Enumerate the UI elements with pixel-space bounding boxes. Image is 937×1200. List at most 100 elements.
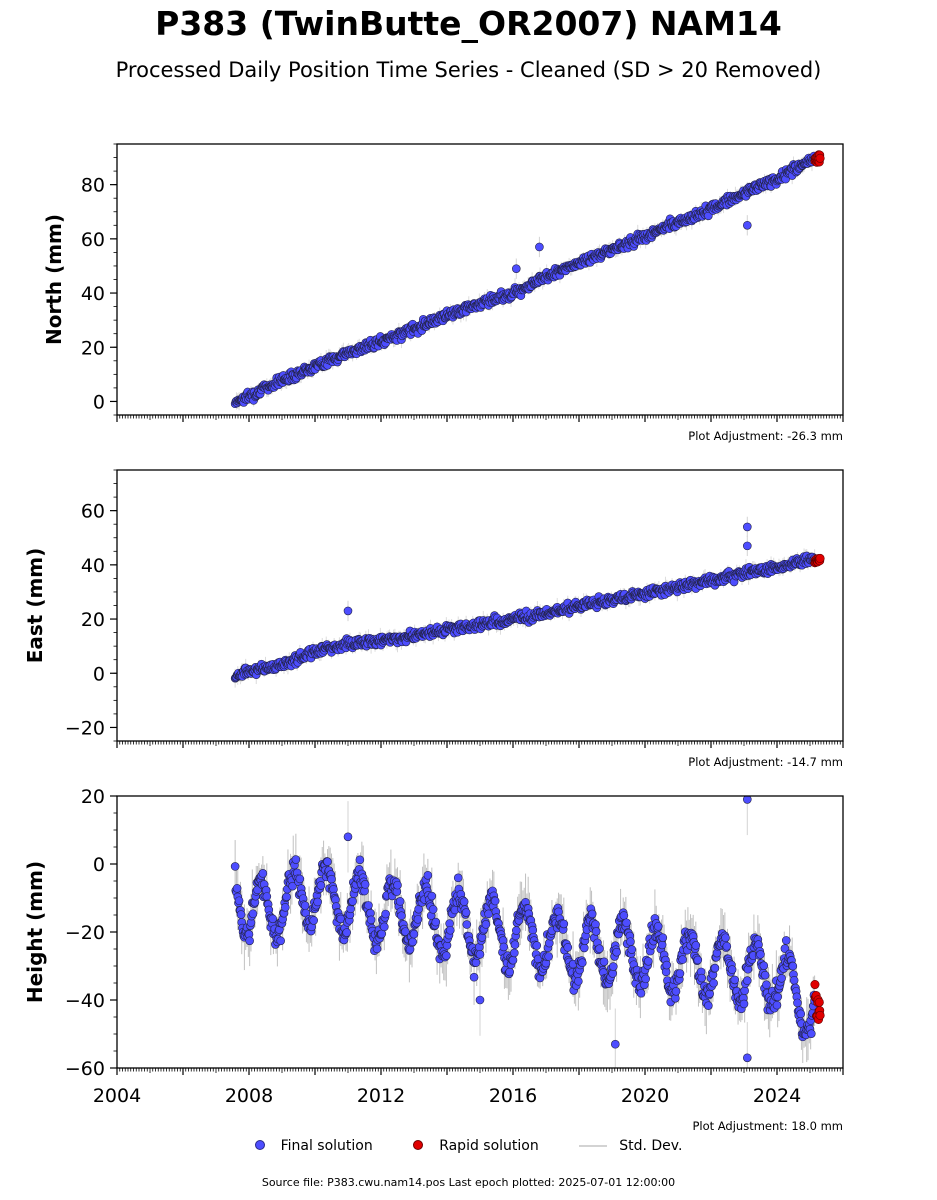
final-point <box>759 961 769 970</box>
final-point <box>626 937 635 946</box>
final-point <box>740 986 749 996</box>
x-tick-label: 2012 <box>357 1085 405 1107</box>
legend-rapid-label: Rapid solution <box>439 1138 539 1154</box>
final-point <box>258 869 268 878</box>
y-tick-label: −20 <box>65 922 105 944</box>
x-tick-label: 2020 <box>621 1085 669 1107</box>
final-point <box>499 942 509 952</box>
final-point <box>428 905 438 914</box>
final-point <box>508 955 518 965</box>
legend-final-label: Final solution <box>280 1138 373 1154</box>
final-point <box>610 1039 620 1049</box>
final-point <box>462 920 472 929</box>
y-axis-label: Height (mm) <box>23 861 47 1003</box>
final-point <box>393 880 402 890</box>
final-point <box>423 870 433 880</box>
final-point <box>505 967 515 977</box>
final-point <box>291 855 301 864</box>
final-point <box>409 929 419 939</box>
legend: Final solution Rapid solution Std. Dev. <box>0 1138 937 1154</box>
final-point <box>461 908 471 917</box>
final-point <box>360 880 370 889</box>
final-point <box>276 936 285 946</box>
final-point <box>697 973 707 983</box>
final-point <box>248 909 258 919</box>
final-point <box>262 892 272 901</box>
y-tick-label: 0 <box>93 854 105 876</box>
rapid-point <box>815 153 825 163</box>
final-point <box>742 1053 752 1063</box>
final-point <box>234 896 244 906</box>
panel-1: 0 20 40 60 80 North (mm) Plot Adjustment: -26.… <box>42 143 844 443</box>
final-point <box>484 909 493 919</box>
final-point <box>379 922 389 932</box>
final-point <box>739 999 749 1009</box>
final-point <box>408 937 417 947</box>
final-point <box>366 915 376 925</box>
y-tick-label: 80 <box>81 175 105 197</box>
final-point <box>691 941 701 950</box>
final-point <box>510 948 519 958</box>
y-tick-label: 60 <box>81 501 105 523</box>
final-point <box>343 832 353 842</box>
final-point <box>282 892 291 902</box>
final-point <box>481 920 491 929</box>
y-tick-label: 0 <box>93 391 105 413</box>
source-note: Source file: P383.cwu.nam14.pos Last epo… <box>261 1176 676 1189</box>
final-marker-icon <box>254 1140 265 1150</box>
final-point <box>327 874 336 884</box>
x-tick-label: 2008 <box>225 1085 273 1107</box>
rapid-point <box>814 997 824 1007</box>
final-point <box>574 976 583 986</box>
final-point <box>653 922 663 931</box>
final-point <box>657 940 667 950</box>
plot-adjustment-note: Plot Adjustment: 18.0 mm <box>692 1119 843 1133</box>
final-point <box>579 943 589 953</box>
final-point <box>300 901 310 910</box>
y-tick-label: −20 <box>65 717 105 739</box>
rapid-marker-icon <box>413 1140 424 1150</box>
final-point <box>431 917 441 927</box>
final-point <box>280 903 290 912</box>
final-point <box>773 992 782 1002</box>
legend-std: Std. Dev. <box>579 1138 682 1154</box>
final-point <box>742 522 752 532</box>
std-line-icon <box>579 1145 608 1147</box>
final-point <box>662 960 672 970</box>
plot-adjustment-note: Plot Adjustment: -14.7 mm <box>688 755 843 769</box>
x-tick-label: 2016 <box>489 1085 537 1107</box>
legend-std-label: Std. Dev. <box>619 1138 683 1154</box>
final-point <box>577 958 587 968</box>
y-tick-label: 20 <box>81 609 105 631</box>
panel-3: −60 −40 −20 0 20 2004 2008 2012 2016 2020 2024 Heig… <box>23 786 844 1133</box>
y-tick-label: 0 <box>93 663 105 685</box>
y-tick-label: 20 <box>81 786 105 808</box>
panel-2: −20 0 20 40 60 East (mm) Plot Adjustment: -14.… <box>23 469 844 769</box>
final-point <box>559 919 569 929</box>
final-point <box>453 873 463 883</box>
y-tick-label: 40 <box>81 555 105 577</box>
y-tick-label: −60 <box>65 1058 105 1080</box>
axes-frame <box>116 469 844 742</box>
final-point <box>323 857 332 866</box>
plot-area <box>230 516 825 688</box>
final-point <box>511 264 521 273</box>
final-point <box>599 957 609 967</box>
final-point <box>678 955 687 964</box>
final-point <box>490 896 500 906</box>
final-point <box>232 884 242 893</box>
final-point <box>793 998 802 1008</box>
final-point <box>609 962 618 971</box>
final-point <box>807 1029 816 1038</box>
final-point <box>658 933 668 942</box>
final-point <box>459 897 469 906</box>
final-point <box>442 951 451 960</box>
final-point <box>772 1000 782 1010</box>
final-point <box>535 242 544 252</box>
final-point <box>675 969 685 978</box>
final-point <box>591 927 601 936</box>
final-point <box>789 975 799 985</box>
final-point <box>721 933 730 943</box>
final-point <box>355 855 365 865</box>
